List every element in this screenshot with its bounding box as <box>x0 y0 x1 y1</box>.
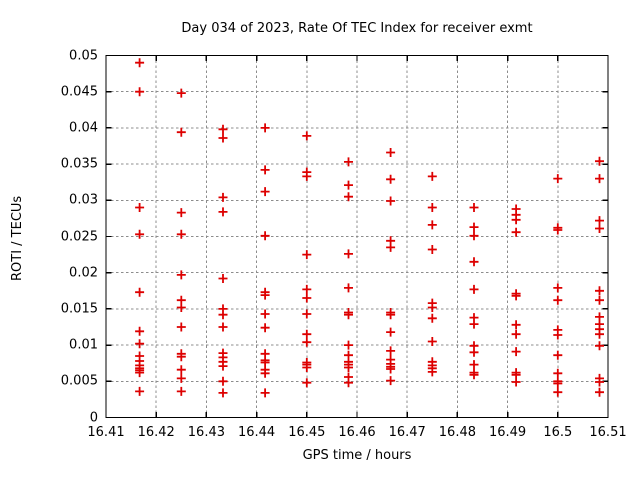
x-tick-label: 16.48 <box>438 425 476 440</box>
y-tick-label: 0.035 <box>60 156 98 172</box>
x-tick-label: 16.49 <box>488 425 527 440</box>
y-tick-label: 0.03 <box>69 192 98 208</box>
y-tick-label: 0.05 <box>69 48 98 63</box>
x-tick-label: 16.45 <box>288 425 326 440</box>
y-tick-label: 0.005 <box>60 373 98 389</box>
x-tick-label: 16.47 <box>388 425 426 440</box>
y-tick-label: 0.02 <box>69 265 98 281</box>
y-tick-label: 0.015 <box>60 301 98 317</box>
y-tick-label: 0.04 <box>69 120 98 136</box>
x-tick-label: 16.46 <box>338 425 376 440</box>
x-tick-label: 16.43 <box>187 425 225 440</box>
chart-title: Day 034 of 2023, Rate Of TEC Index for r… <box>181 21 533 36</box>
x-axis-label: GPS time / hours <box>302 448 412 463</box>
x-tick-label: 16.41 <box>87 425 125 440</box>
y-tick-label: 0 <box>89 410 98 425</box>
data-points <box>135 58 604 398</box>
y-tick-label: 0.025 <box>60 229 98 244</box>
x-tick-label: 16.44 <box>237 425 276 440</box>
x-tick-label: 16.5 <box>543 425 573 440</box>
x-tick-label: 16.42 <box>137 425 175 440</box>
y-tick-label: 0.045 <box>60 84 98 100</box>
y-tick-label: 0.01 <box>69 337 98 353</box>
x-tick-label: 16.51 <box>589 425 627 440</box>
